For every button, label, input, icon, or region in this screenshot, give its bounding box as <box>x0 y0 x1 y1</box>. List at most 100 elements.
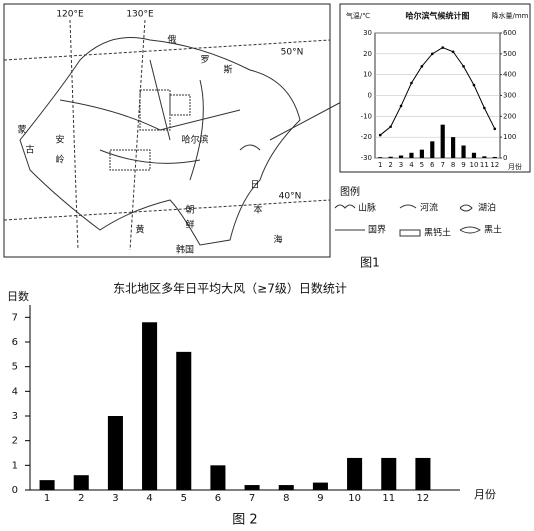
y-tick-label: 0 <box>12 485 18 496</box>
bar <box>492 156 497 158</box>
bar <box>409 152 414 158</box>
map-label: 黄 <box>135 224 144 236</box>
x-tick-label: 1 <box>378 161 382 169</box>
point <box>483 106 486 110</box>
x-tick-label: 2 <box>388 161 392 169</box>
map-caption: 图1 <box>360 256 380 270</box>
x-tick-label: 11 <box>382 493 395 504</box>
map-label: 俄 <box>167 34 176 46</box>
y-axis-label: 气温/℃ <box>346 11 370 20</box>
bar <box>73 475 89 490</box>
bar <box>415 457 431 490</box>
bar <box>210 465 226 490</box>
legend-label: 黑钙土 <box>424 227 451 239</box>
point <box>410 81 413 85</box>
map-label: 哈尔滨 <box>181 134 208 146</box>
x-axis-label: 月份 <box>474 488 496 501</box>
map-label: 安 <box>55 134 64 146</box>
y-tick-label: 1 <box>12 460 18 471</box>
x-tick-label: 4 <box>409 161 414 169</box>
y-tick-label: 2 <box>12 436 18 447</box>
y2-axis-label: 降水量/mm <box>492 11 529 20</box>
bar <box>347 457 363 490</box>
x-tick-label: 12 <box>490 161 499 169</box>
x-tick-label: 6 <box>215 493 221 504</box>
x-tick-label: 1 <box>44 493 50 504</box>
legend-title: 图例 <box>340 185 360 198</box>
bar <box>482 156 487 158</box>
y-tick-label: 30 <box>363 29 372 37</box>
x-tick-label: 12 <box>417 493 430 504</box>
point <box>462 65 465 68</box>
chart-title: 哈尔滨气候统计图 <box>406 11 470 21</box>
x-tick-label: 5 <box>181 493 187 504</box>
inset-frame <box>339 3 531 173</box>
map-label: 120°E <box>56 10 84 20</box>
bar <box>142 322 158 490</box>
y-tick-label: 10 <box>363 71 372 79</box>
map-label: 40°N <box>279 192 302 202</box>
y2-tick-label: 0 <box>503 154 507 162</box>
x-tick-label: 3 <box>112 493 118 504</box>
map-label: 本 <box>253 204 262 216</box>
x-tick-label: 7 <box>249 493 255 504</box>
map-label: 130°E <box>126 10 154 20</box>
map-label: 罗 <box>200 55 209 66</box>
map-label: 鲜 <box>185 219 194 231</box>
y2-tick-label: 300 <box>503 92 516 100</box>
legend-label: 湖泊 <box>478 203 496 214</box>
bar <box>419 149 424 158</box>
map-label: 50°N <box>281 48 304 58</box>
map-frame <box>3 3 331 258</box>
x-tick-label: 7 <box>440 161 444 169</box>
map-label: 岭 <box>55 154 64 166</box>
bar <box>39 480 55 490</box>
bar <box>312 482 328 490</box>
point <box>451 50 455 54</box>
lake <box>239 144 261 151</box>
point <box>378 133 382 137</box>
bar <box>388 156 393 158</box>
legend-label: 黑土 <box>484 224 502 236</box>
y-tick-label: 4 <box>12 386 18 397</box>
y2-tick-label: 600 <box>503 29 516 37</box>
bar <box>461 145 466 158</box>
bar <box>278 485 294 490</box>
x-tick-label: 10 <box>469 161 478 169</box>
point <box>389 125 392 129</box>
x-tick-label: 3 <box>399 161 403 169</box>
line <box>379 47 496 136</box>
legend-label: 国界 <box>368 225 386 236</box>
bar <box>107 416 123 490</box>
bar <box>244 485 260 490</box>
x-tick-label: 6 <box>430 161 435 169</box>
bar <box>381 457 397 490</box>
map <box>3 3 481 258</box>
y2-tick-label: 400 <box>503 71 516 79</box>
chart-caption: 图 2 <box>232 513 257 528</box>
bar <box>440 124 445 158</box>
pointer-line <box>269 99 346 141</box>
chart-title: 东北地区多年日平均大风（≥7级）日数统计 <box>113 281 347 296</box>
y2-tick-label: 200 <box>503 112 516 120</box>
map-label: 日 <box>250 180 259 191</box>
y-tick-label: 7 <box>12 312 18 323</box>
bar <box>176 351 192 490</box>
bar <box>451 137 456 158</box>
region-outline <box>19 37 301 246</box>
map-label: 韩国 <box>176 244 194 256</box>
x-tick-label: 2 <box>78 493 84 504</box>
y-tick-label: 5 <box>12 362 18 373</box>
soil-area <box>109 89 191 171</box>
x-tick-label: 9 <box>317 493 323 504</box>
legend-lake <box>459 204 473 212</box>
point <box>430 52 434 56</box>
bar <box>398 155 404 158</box>
y-tick-label: 6 <box>12 337 18 348</box>
legend-symbols <box>334 204 481 237</box>
map-label: 蒙 <box>17 124 26 136</box>
y-tick-label: -20 <box>361 133 372 141</box>
x-tick-label: 11 <box>480 161 489 169</box>
point <box>441 46 445 49</box>
